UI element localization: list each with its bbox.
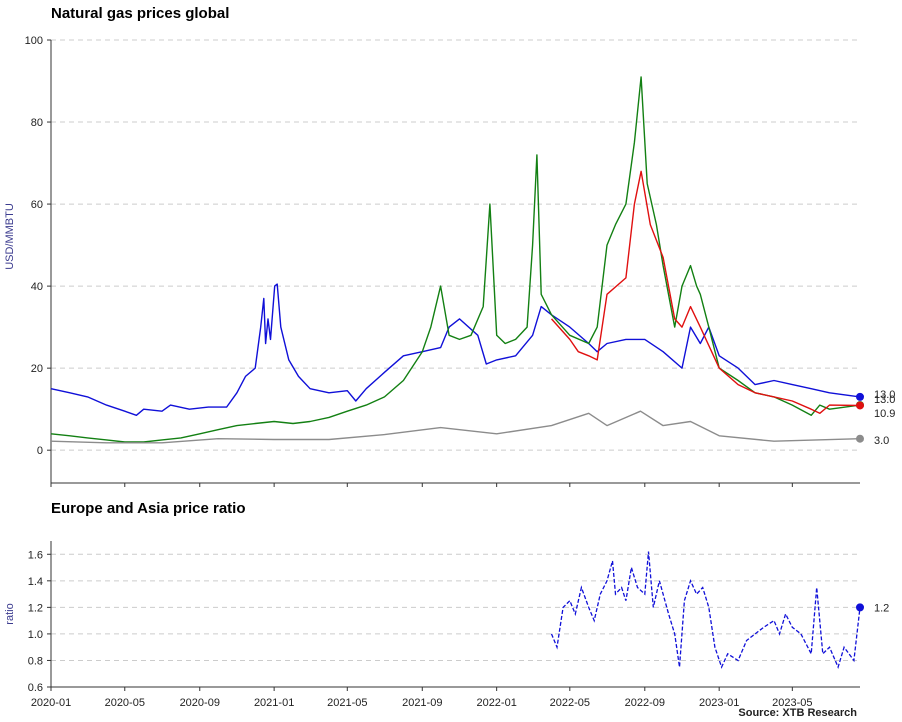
top-y-axis-label: USD/MMBTU [4,203,16,270]
bottom-y-tick-label: 0.6 [28,682,43,694]
top-series-end-label: 13.0 [874,394,895,406]
bottom-series-line [550,551,861,669]
bottom-x-tick-label: 2023-01 [699,697,739,709]
bottom-x-tick-label: 2020-05 [105,697,145,709]
top-series-end-dot [856,401,864,410]
top-series-line [50,76,861,443]
top-series-end-label: 3.0 [874,435,889,447]
top-series-end-dot [856,392,864,401]
bottom-x-tick-label: 2020-01 [31,697,71,709]
bottom-x-tick-label: 2022-01 [476,697,516,709]
bottom-y-tick-label: 1.2 [28,602,43,614]
top-series-end-label: 10.9 [874,408,895,420]
top-y-tick-label: 40 [31,281,43,293]
top-series-line [550,170,861,414]
bottom-x-tick-label: 2021-01 [254,697,294,709]
bottom-x-tick-label: 2022-05 [550,697,590,709]
top-series-end-dot [856,434,864,443]
top-y-tick-label: 100 [25,35,43,47]
bottom-series-end-dot [856,603,864,612]
bottom-series-end-label: 1.2 [874,602,889,614]
top-y-tick-label: 60 [31,199,43,211]
bottom-x-tick-label: 2021-09 [402,697,442,709]
bottom-y-tick-label: 1.4 [28,576,43,588]
bottom-chart-title: Europe and Asia price ratio [51,500,246,517]
top-y-tick-label: 80 [31,117,43,129]
bottom-x-tick-label: 2023-05 [772,697,812,709]
bottom-y-tick-label: 0.8 [28,655,43,667]
bottom-x-tick-label: 2022-09 [625,697,665,709]
top-series-line [50,410,861,444]
top-series-line [50,283,861,416]
top-y-tick-label: 20 [31,363,43,375]
bottom-x-tick-label: 2020-09 [180,697,220,709]
bottom-y-tick-label: 1.6 [28,549,43,561]
bottom-y-tick-label: 1.0 [28,629,43,641]
bottom-x-tick-label: 2021-05 [327,697,367,709]
top-series-end-label: 13.0 [874,389,895,401]
bottom-y-axis-label: ratio [4,603,16,624]
source-label: Source: XTB Research [738,707,857,719]
top-chart-title: Natural gas prices global [51,5,229,22]
top-y-tick-label: 0 [37,445,43,457]
